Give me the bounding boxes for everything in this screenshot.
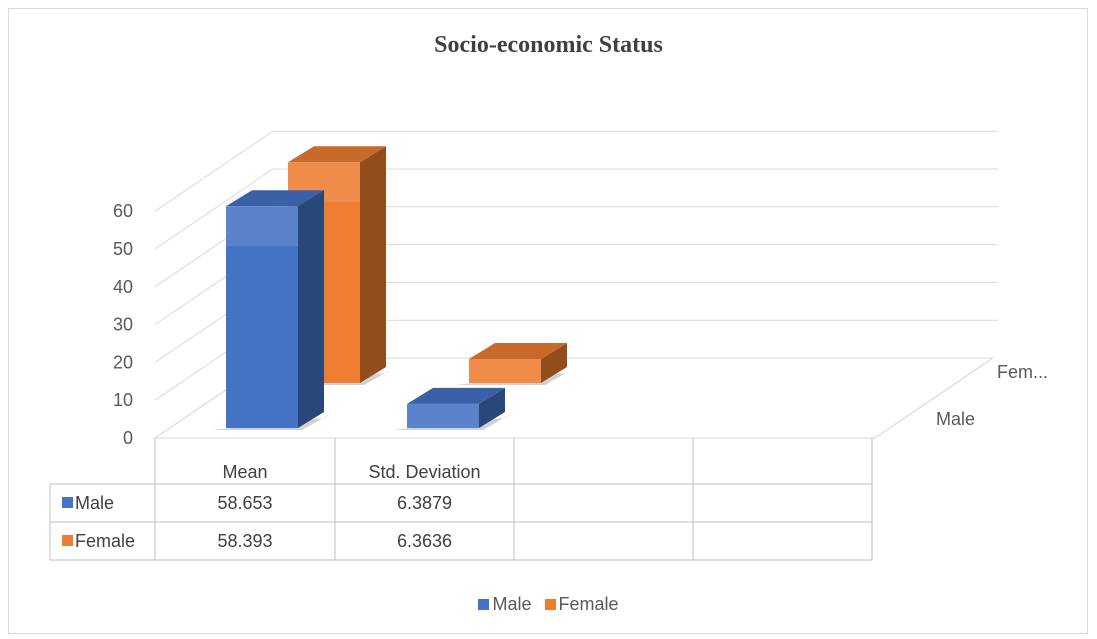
table-cell: 58.653 <box>217 493 272 513</box>
table-cell: 6.3636 <box>397 531 452 551</box>
depth-label-male: Male <box>936 409 975 429</box>
legend-item-male: Male <box>478 594 531 615</box>
chart-frame <box>8 8 1088 634</box>
table-row-label: Male <box>75 493 114 513</box>
y-tick-label: 30 <box>113 315 133 335</box>
table-header-cell: Std. Deviation <box>368 462 480 482</box>
bar-male-mean <box>212 190 330 430</box>
table-cell: 6.3879 <box>397 493 452 513</box>
legend-item-female: Female <box>544 594 619 615</box>
gridline-side <box>154 168 274 250</box>
y-tick-label: 0 <box>123 428 133 448</box>
chart-legend: Male Female <box>0 594 1097 615</box>
table-row-label: Female <box>75 531 135 551</box>
table-header-cell: Mean <box>222 462 267 482</box>
y-tick-label: 20 <box>113 352 133 372</box>
gridline-side <box>154 130 274 212</box>
bar-female-std-deviation <box>455 342 573 385</box>
legend-swatch-female <box>544 598 556 610</box>
y-tick-label: 40 <box>113 277 133 297</box>
table-cell: 58.393 <box>217 531 272 551</box>
table-row-swatch <box>62 497 73 508</box>
legend-label-female: Female <box>558 594 619 614</box>
depth-label-female: Fem... <box>997 362 1048 382</box>
y-tick-label: 10 <box>113 390 133 410</box>
depth-axis <box>874 357 994 439</box>
legend-label-male: Male <box>492 594 532 614</box>
table-row-swatch <box>62 535 73 546</box>
y-tick-label: 60 <box>113 201 133 221</box>
bar-male-std-deviation <box>393 387 511 430</box>
legend-swatch-male <box>478 598 490 610</box>
y-tick-label: 50 <box>113 239 133 259</box>
chart-title: Socio-economic Status <box>434 32 663 58</box>
